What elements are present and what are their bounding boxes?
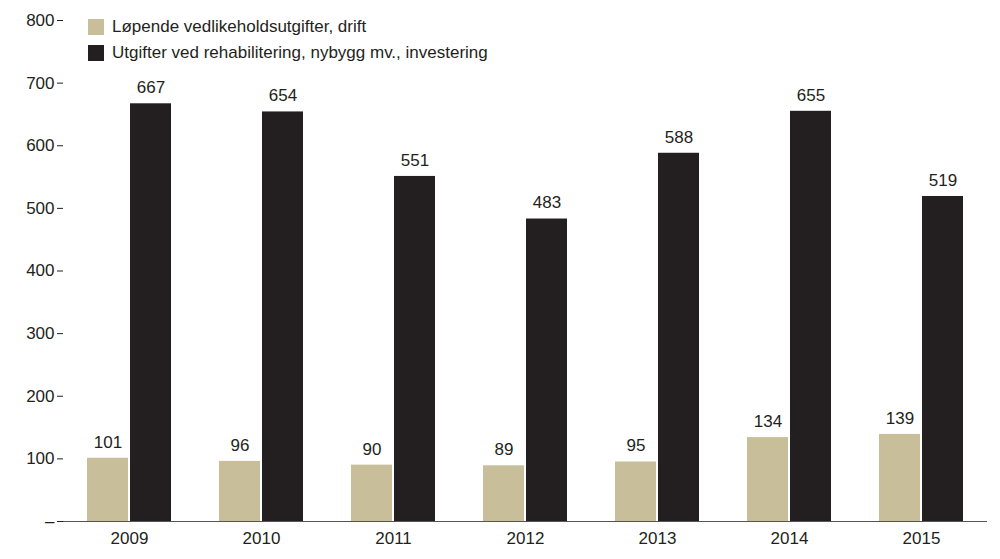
html-text:Løpende vedlikeholdsutgifter,: Løpende vedlikeholdsutgifter, drift [112,17,367,36]
svg-text:2010: 2010 [243,529,281,548]
svg-text:96: 96 [231,436,250,455]
svg-text:483: 483 [533,193,561,212]
svg-text:300: 300 [26,324,54,343]
svg-text:500: 500 [26,199,54,218]
svg-text:2013: 2013 [639,529,677,548]
svg-text:2009: 2009 [111,529,149,548]
svg-text:134: 134 [754,412,782,431]
svg-text:400: 400 [26,261,54,280]
svg-text:2015: 2015 [903,529,941,548]
svg-text:90: 90 [363,440,382,459]
svg-text:519: 519 [929,171,957,190]
svg-text:667: 667 [137,78,165,97]
html-text:Utgifter ved rehabilitering, n: Utgifter ved rehabilitering, nybygg mv.,… [112,43,488,62]
svg-text:800: 800 [26,11,54,30]
svg-text:100: 100 [26,449,54,468]
svg-text:588: 588 [665,128,693,147]
svg-text:139: 139 [886,409,914,428]
svg-text:655: 655 [797,86,825,105]
svg-text:200: 200 [26,387,54,406]
svg-text:2012: 2012 [507,529,545,548]
svg-text:600: 600 [26,136,54,155]
svg-text:101: 101 [94,433,122,452]
svg-text:95: 95 [627,436,646,455]
svg-text:2014: 2014 [771,529,809,548]
svg-text:551: 551 [401,151,429,170]
svg-text:654: 654 [269,86,297,105]
svg-text:700: 700 [26,74,54,93]
svg-text:89: 89 [495,440,514,459]
svg-text:–: – [45,512,55,531]
svg-text:2011: 2011 [375,529,412,548]
